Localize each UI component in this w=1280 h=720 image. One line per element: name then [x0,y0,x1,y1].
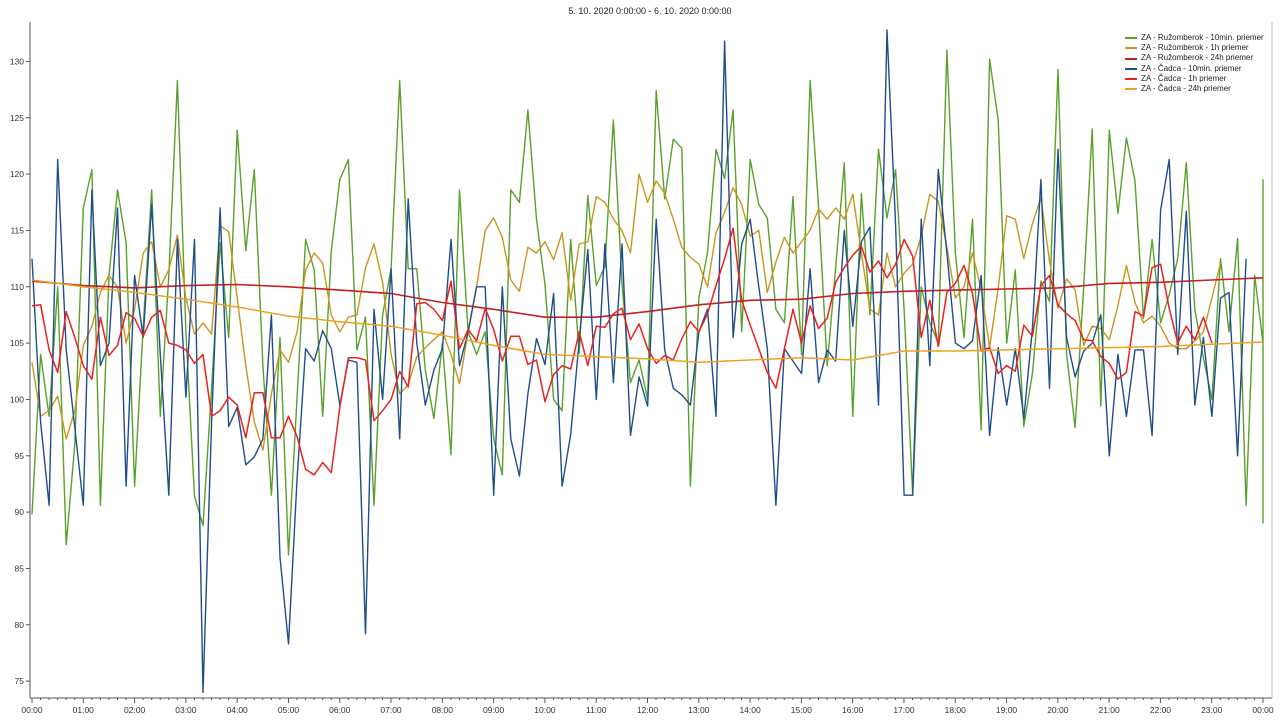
y-tick-label: 110 [10,282,24,292]
y-tick-label: 75 [15,676,25,686]
legend-swatch [1125,77,1137,80]
x-tick-label: 11:00 [586,705,607,715]
x-tick-label: 10:00 [534,705,556,715]
x-tick-label: 14:00 [739,705,761,715]
y-tick-label: 100 [10,394,24,404]
y-tick-label: 80 [15,620,25,630]
series-line-0 [31,49,1264,556]
x-tick-label: 13:00 [688,705,710,715]
legend-label: ZA - Čadca - 1h priemer [1141,73,1227,83]
x-tick-label: 09:00 [483,705,505,715]
y-tick-label: 105 [10,338,24,348]
y-tick-label: 120 [10,169,24,179]
legend-swatch [1125,57,1137,60]
legend-label: ZA - Čadca - 10min. priemer [1141,63,1242,73]
x-tick-label: 03:00 [175,705,197,715]
x-tick-label: 02:00 [124,705,146,715]
legend-label: ZA - Čadca - 24h priemer [1141,84,1231,94]
x-tick-label: 00:00 [1252,705,1274,715]
x-tick-label: 04:00 [227,705,249,715]
legend-swatch [1125,88,1137,91]
series-line-3 [31,29,1247,694]
x-tick-label: 18:00 [945,705,967,715]
x-tick-label: 23:00 [1201,705,1223,715]
x-tick-label: 21:00 [1098,705,1120,715]
y-tick-label: 95 [15,451,25,461]
legend: ZA - Ružomberok - 10min. priemer ZA - Ruž… [1125,33,1264,94]
legend-swatch [1125,37,1137,40]
legend-label: ZA - Ružomberok - 1h priemer [1141,43,1249,53]
x-tick-label: 05:00 [278,705,300,715]
chart-title: 5. 10. 2020 0:00:00 - 6. 10. 2020 0:00:0… [568,6,732,16]
legend-item: ZA - Čadca - 10min. priemer [1125,64,1264,74]
legend-item: ZA - Čadca - 24h priemer [1125,84,1264,94]
legend-item: ZA - Ružomberok - 10min. priemer [1125,33,1264,43]
axes: 75 80 85 90 95 100 105 110 115 120 125 130 00:00 01:0… [10,22,1274,715]
x-tick-label: 20:00 [1047,705,1069,715]
x-tick-label: 00:00 [21,705,43,715]
legend-item: ZA - Čadca - 1h priemer [1125,74,1264,84]
y-tick-label: 125 [10,113,24,123]
legend-label: ZA - Ružomberok - 24h priemer [1141,53,1254,63]
y-tick-label: 130 [10,56,24,66]
x-tick-label: 19:00 [996,705,1018,715]
series-lines [31,29,1264,694]
x-tick-label: 06:00 [329,705,351,715]
legend-label: ZA - Ružomberok - 10min. priemer [1141,33,1264,42]
x-tick-label: 12:00 [637,705,659,715]
y-tick-label: 115 [10,225,24,235]
series-line-1 [31,173,1222,451]
series-line-5 [31,279,1264,364]
x-tick-label: 22:00 [1150,705,1172,715]
legend-item: ZA - Ružomberok - 24h priemer [1125,53,1264,63]
x-tick-label: 17:00 [893,705,915,715]
series-line-2 [31,277,1264,319]
legend-swatch [1125,67,1137,70]
legend-swatch [1125,47,1137,50]
x-tick-label: 15:00 [791,705,813,715]
x-tick-label: 07:00 [380,705,402,715]
y-tick-label: 90 [15,507,25,517]
y-tick-label: 85 [15,563,25,573]
series-line-4 [31,227,1213,476]
x-tick-label: 16:00 [842,705,864,715]
legend-item: ZA - Ružomberok - 1h priemer [1125,43,1264,53]
x-tick-label: 08:00 [432,705,454,715]
x-tick-label: 01:00 [73,705,95,715]
